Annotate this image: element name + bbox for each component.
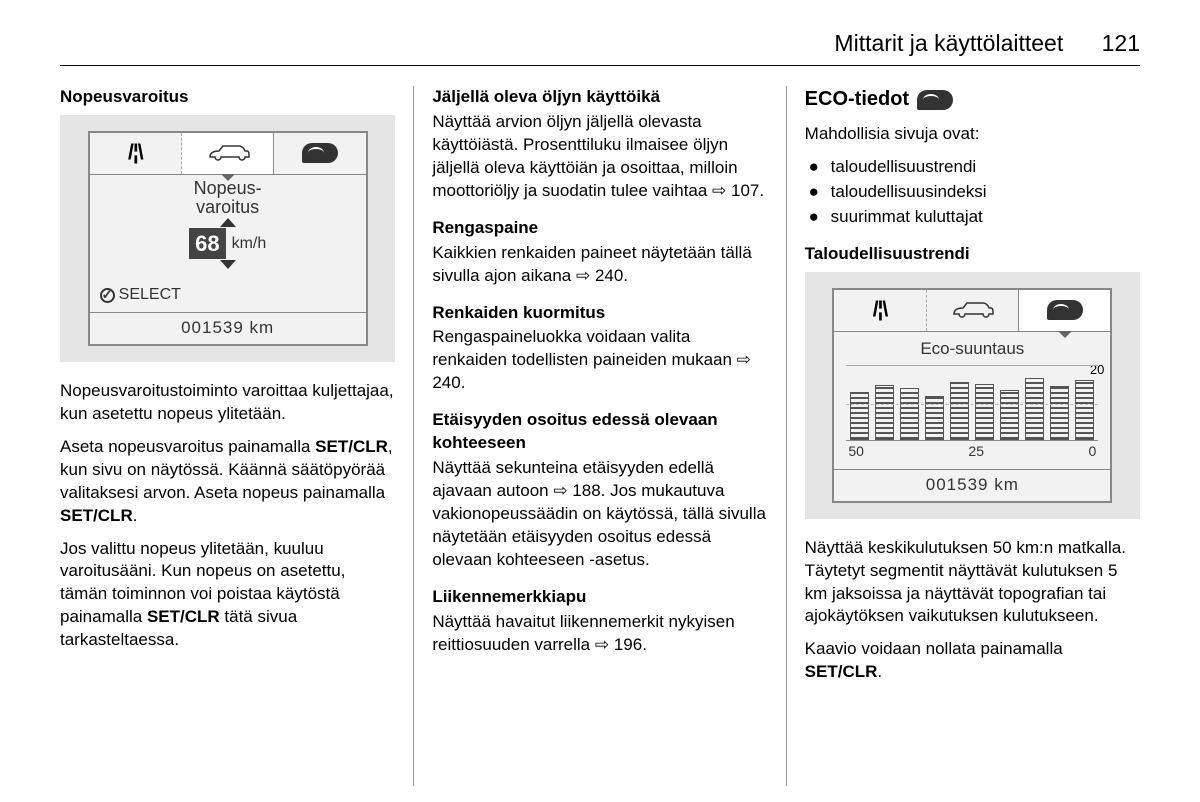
- column-1: Nopeusvaroitus /¦\ Nopeus- varoitus: [60, 86, 414, 786]
- lcd-tabs: /¦\: [90, 133, 366, 175]
- c3-sub1: Taloudellisuustrendi: [805, 243, 1140, 266]
- c3-p1: Näyttää keskikulutuksen 50 km:n matkalla…: [805, 537, 1140, 629]
- lcd-body-title: Nopeus- varoitus: [90, 179, 366, 217]
- c3-h1-text: ECO-tiedot: [805, 86, 909, 113]
- lcd-title-l2: varoitus: [196, 197, 259, 217]
- eco-x-axis: 50 25 0: [846, 441, 1098, 461]
- c1-p2a: Aseta nopeusvaroitus painamalla: [60, 437, 315, 456]
- tab-lane-icon: /¦\: [90, 133, 182, 174]
- eco-bar: [950, 382, 969, 440]
- eco-lcd-body: Eco-suuntaus 20 50 25 0: [834, 332, 1110, 470]
- speed-warning-display-frame: /¦\ Nopeus- varoitus 68: [60, 115, 395, 362]
- c2-s5h: Liikennemerkkiapu: [432, 586, 767, 609]
- eco-bar: [1025, 378, 1044, 440]
- leaf-icon: [302, 143, 338, 163]
- speed-unit: km/h: [232, 233, 267, 255]
- eco-lcd: /¦\ Eco-suuntaus 20: [832, 288, 1112, 503]
- lcd-body: Nopeus- varoitus 68 km/h SELECT: [90, 175, 366, 313]
- arrow-up-icon: [220, 218, 236, 227]
- c1-p1: Nopeusvaroitustoiminto varoittaa kuljett…: [60, 380, 395, 426]
- speed-value: 68: [189, 228, 225, 260]
- c1-heading: Nopeusvaroitus: [60, 86, 395, 109]
- eco-x-1: 25: [968, 442, 984, 461]
- c3-p2b: SET/CLR: [805, 662, 878, 681]
- tick-circle-icon: [100, 288, 115, 303]
- column-2: Jäljellä oleva öljyn käyttöikä Näyttää a…: [414, 86, 786, 786]
- odometer: 001539 km: [90, 313, 366, 344]
- page-header: Mittarit ja käyttölaitteet 121: [60, 30, 1140, 66]
- bullet-3: suurimmat kuluttajat: [805, 206, 1140, 229]
- eco-gridline: [846, 404, 1098, 405]
- c1-p3b: SET/CLR: [147, 607, 220, 626]
- eco-bar: [1075, 380, 1094, 440]
- c1-p2e: .: [133, 506, 138, 525]
- eco-bars-chart: [846, 365, 1098, 441]
- lcd-title-l1: Nopeus-: [194, 178, 262, 198]
- c1-p2: Aseta nopeusvaroitus painamalla SET/CLR,…: [60, 436, 395, 528]
- c2-s3h: Renkaiden kuormitus: [432, 302, 767, 325]
- eco-bar: [925, 396, 944, 440]
- arrow-down-icon: [220, 260, 236, 269]
- eco-lcd-tabs: /¦\: [834, 290, 1110, 332]
- car-icon: [949, 300, 995, 320]
- speed-row: 68 km/h: [90, 228, 366, 260]
- select-label: SELECT: [119, 284, 181, 306]
- tab-leaf-icon: [1019, 290, 1110, 331]
- c3-heading: ECO-tiedot: [805, 86, 1140, 113]
- c3-p2: Kaavio voidaan nollata painamalla SET/CL…: [805, 638, 1140, 684]
- eco-bar: [1000, 390, 1019, 440]
- c3-p2c: .: [877, 662, 882, 681]
- tab-leaf-icon: [274, 133, 365, 174]
- tab-car-icon: [182, 133, 274, 174]
- c2-s1p: Näyttää arvion öljyn jäljellä olevasta k…: [432, 111, 767, 203]
- c2-s4h: Etäisyyden osoitus edessä olevaan kohtee…: [432, 409, 767, 455]
- bullet-2: taloudellisuusindeksi: [805, 181, 1140, 204]
- c2-s5p: Näyttää havaitut liikennemerkit nykyisen…: [432, 611, 767, 657]
- eco-bar: [975, 384, 994, 440]
- eco-display-frame: /¦\ Eco-suuntaus 20: [805, 272, 1140, 519]
- page-number: 121: [1102, 30, 1140, 56]
- c2-s3p: Rengaspaineluokka voidaan valita renkaid…: [432, 326, 767, 395]
- column-3: ECO-tiedot Mahdollisia sivuja ovat: talo…: [787, 86, 1140, 786]
- tab-lane-icon: /¦\: [834, 290, 926, 331]
- c3-p2a: Kaavio voidaan nollata painamalla: [805, 639, 1063, 658]
- bullet-1: taloudellisuustrendi: [805, 156, 1140, 179]
- content-columns: Nopeusvaroitus /¦\ Nopeus- varoitus: [60, 86, 1140, 786]
- car-icon: [205, 143, 251, 163]
- c2-s2h: Rengaspaine: [432, 217, 767, 240]
- eco-x-0: 50: [848, 442, 864, 461]
- leaf-icon: [1047, 300, 1083, 320]
- c2-s4p: Näyttää sekunteina etäisyyden edellä aja…: [432, 457, 767, 572]
- c2-s2p: Kaikkien renkaiden paineet näytetään täl…: [432, 242, 767, 288]
- select-row: SELECT: [100, 284, 181, 306]
- c3-bullets: taloudellisuustrendi taloudellisuusindek…: [805, 156, 1140, 229]
- c1-p2d: SET/CLR: [60, 506, 133, 525]
- eco-body-title: Eco-suuntaus: [846, 338, 1098, 361]
- header-title: Mittarit ja käyttölaitteet: [834, 30, 1063, 56]
- speed-warning-lcd: /¦\ Nopeus- varoitus 68: [88, 131, 368, 346]
- leaf-icon: [917, 90, 953, 110]
- eco-x-2: 0: [1089, 442, 1097, 461]
- eco-bar: [850, 392, 869, 440]
- eco-odometer: 001539 km: [834, 470, 1110, 501]
- c2-s1h: Jäljellä oleva öljyn käyttöikä: [432, 86, 767, 109]
- c1-p3: Jos valittu nopeus ylitetään, kuuluu var…: [60, 538, 395, 653]
- c1-p2b: SET/CLR: [315, 437, 388, 456]
- tab-car-icon: [927, 290, 1019, 331]
- eco-bar: [1050, 386, 1069, 440]
- eco-bar: [875, 385, 894, 440]
- eco-bar: [900, 388, 919, 440]
- c3-intro: Mahdollisia sivuja ovat:: [805, 123, 1140, 146]
